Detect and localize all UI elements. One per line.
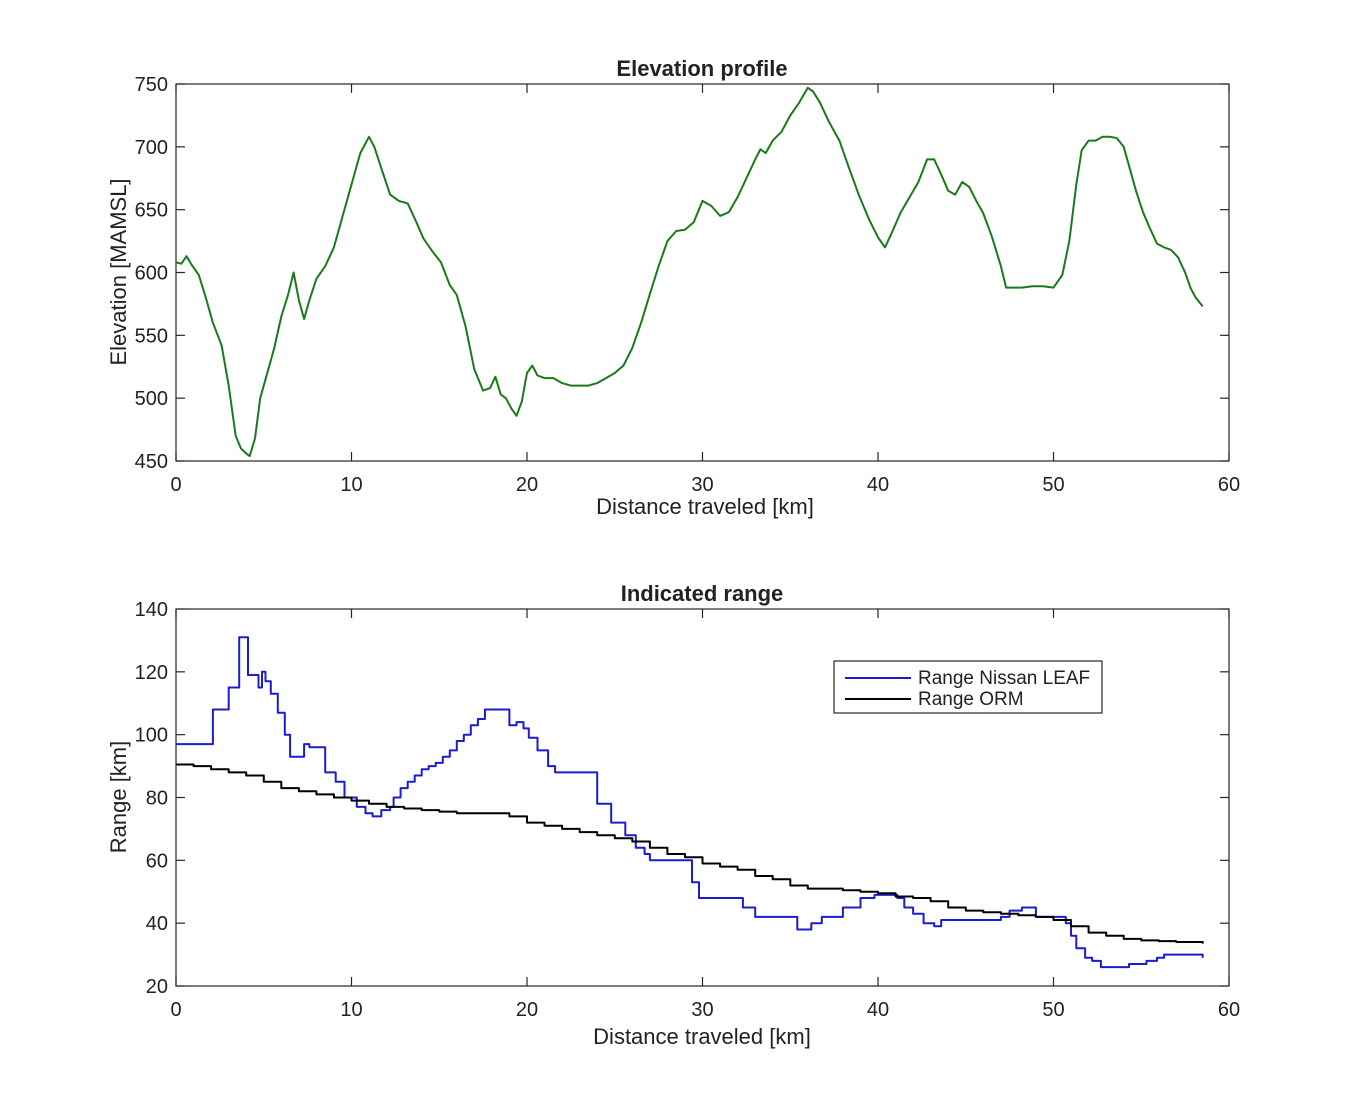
plot-area: [175, 83, 1230, 462]
y-tick-label: 450: [135, 451, 168, 473]
y-tick-label: 60: [146, 850, 168, 872]
x-tick-label: 50: [1042, 474, 1064, 496]
chart-title: Indicated range: [621, 581, 784, 606]
y-tick-label: 100: [135, 725, 168, 747]
series-layer: [176, 636, 1204, 969]
y-axis-label: Elevation [MAMSL]: [106, 178, 131, 365]
x-tick-label: 20: [516, 474, 538, 496]
x-tick-label: 60: [1218, 474, 1240, 496]
range-chart: Indicated range Distance traveled [km] R…: [106, 581, 1240, 1049]
x-tick-label: 50: [1042, 999, 1064, 1021]
chart-title: Elevation profile: [616, 56, 787, 81]
x-tick-label: 0: [170, 474, 181, 496]
elevation-chart: Elevation profile Distance traveled [km]…: [106, 56, 1240, 519]
y-tick-label: 140: [135, 599, 168, 621]
legend-label-nissan-leaf: Range Nissan LEAF: [918, 668, 1090, 689]
y-tick-label: 700: [135, 137, 168, 159]
legend: Range Nissan LEAF Range ORM: [833, 660, 1103, 714]
series-line-series-0: [175, 86, 1204, 457]
series-line-range-nissan-leaf: [176, 636, 1204, 969]
series-line-range-orm: [176, 763, 1204, 944]
x-tick-label: 40: [867, 999, 889, 1021]
y-tick-label: 750: [135, 74, 168, 96]
x-axis-label: Distance traveled [km]: [593, 1024, 811, 1049]
axis-ticks: 0 10 20 30 40 50 60 20 40 60 80 100 120 140: [135, 599, 1241, 1021]
legend-box: [833, 660, 1103, 714]
x-tick-label: 10: [340, 474, 362, 496]
x-tick-label: 30: [691, 999, 713, 1021]
y-tick-label: 650: [135, 200, 168, 222]
series-layer: [175, 86, 1204, 457]
y-tick-label: 550: [135, 325, 168, 347]
x-tick-label: 0: [170, 999, 181, 1021]
y-tick-label: 120: [135, 662, 168, 684]
y-tick-label: 500: [135, 388, 168, 410]
x-tick-label: 10: [340, 999, 362, 1021]
x-tick-label: 20: [516, 999, 538, 1021]
y-tick-label: 600: [135, 263, 168, 285]
y-tick-label: 40: [146, 913, 168, 935]
x-tick-label: 30: [691, 474, 713, 496]
x-tick-label: 60: [1218, 999, 1240, 1021]
axis-ticks: 0 10 20 30 40 50 60 450 500 550 600 650 700 750: [135, 74, 1241, 496]
x-tick-label: 40: [867, 474, 889, 496]
y-axis-label: Range [km]: [106, 741, 131, 854]
y-tick-label: 20: [146, 976, 168, 998]
y-tick-label: 80: [146, 788, 168, 810]
legend-label-orm: Range ORM: [918, 689, 1024, 710]
x-axis-label: Distance traveled [km]: [596, 494, 814, 519]
